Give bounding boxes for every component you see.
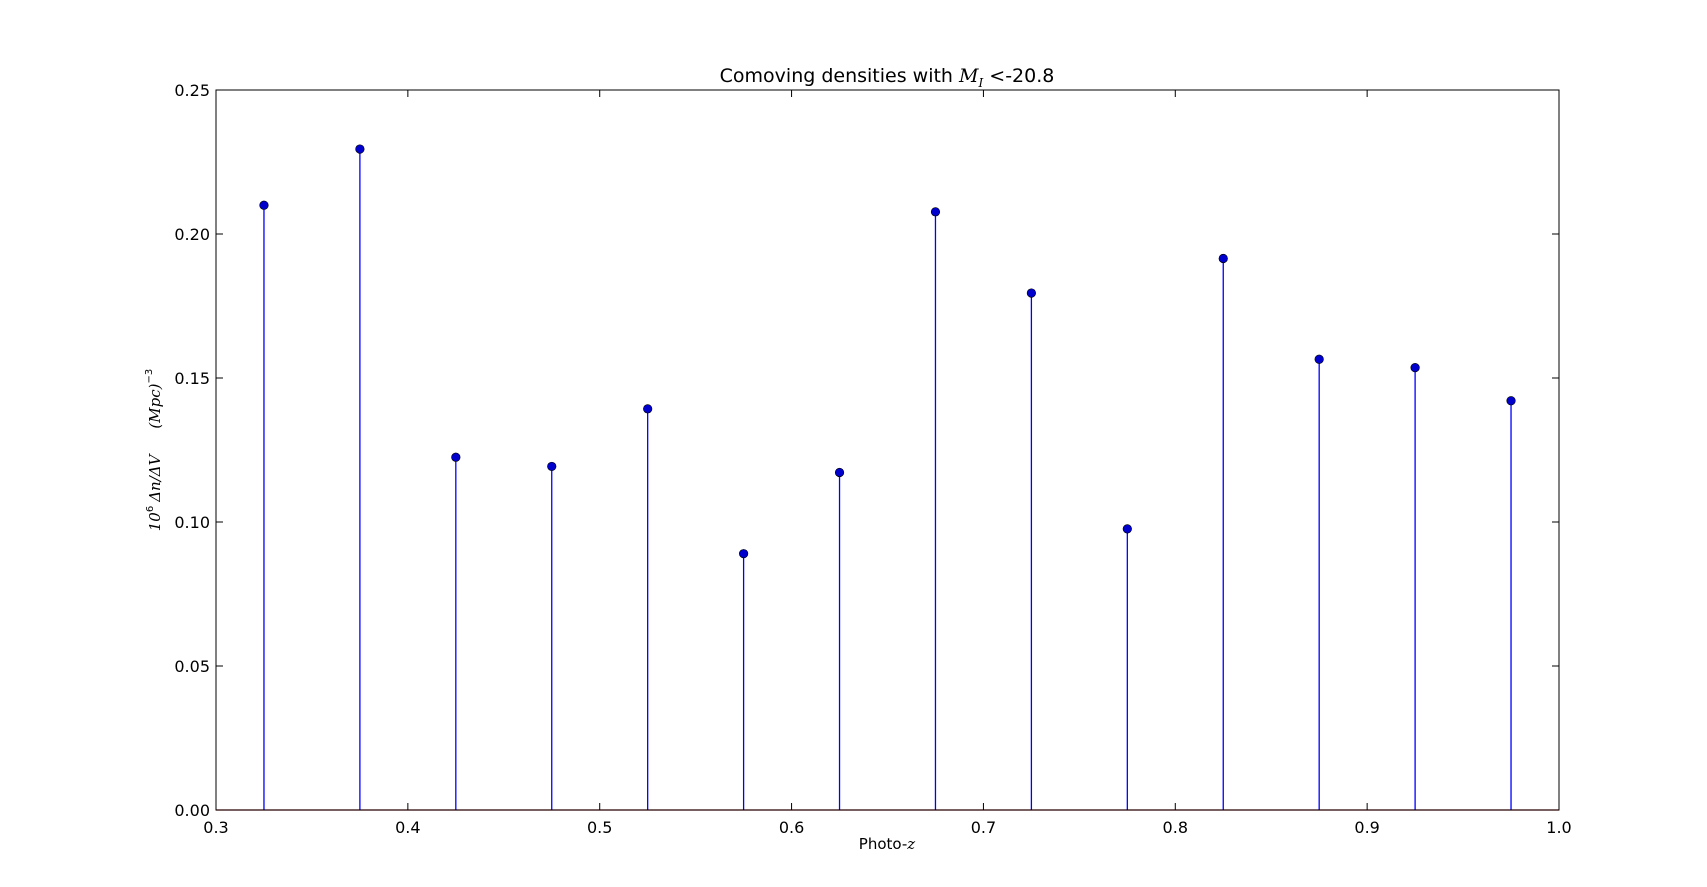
markers-layer (259, 144, 1516, 559)
x-axis-label: Photo-z (859, 835, 915, 853)
stem-marker (547, 461, 557, 472)
stem-marker (1314, 354, 1324, 364)
plot-area (215, 89, 1560, 811)
ticks-layer (215, 89, 1560, 811)
x-tick-label: 0.6 (779, 818, 804, 837)
stem-marker (259, 200, 269, 210)
y-tick-label: 0.00 (174, 801, 210, 820)
x-tick-label: 0.3 (203, 818, 228, 837)
x-tick-labels: 0.3 0.4 0.5 0.6 0.7 0.8 0.9 1.0 (203, 818, 1571, 837)
stem-marker (355, 144, 365, 154)
stem-marker (1026, 288, 1036, 298)
x-tick-label: 0.7 (971, 818, 996, 837)
plot-frame (215, 89, 1560, 811)
stem-marker (739, 549, 749, 559)
y-tick-label: 0.20 (174, 225, 210, 244)
x-tick-label: 1.0 (1546, 818, 1571, 837)
stem-marker (1122, 524, 1132, 534)
x-tick-label: 0.9 (1354, 818, 1379, 837)
y-tick-label: 0.25 (174, 81, 210, 100)
y-tick-label: 0.15 (174, 369, 210, 388)
x-tick-label: 0.8 (1163, 818, 1188, 837)
stem-marker (834, 467, 845, 478)
stem-marker (1218, 253, 1228, 264)
stem-marker (930, 207, 941, 217)
stem-marker (1506, 396, 1516, 406)
y-tick-label: 0.05 (174, 657, 210, 676)
chart-title: Comoving densities with MI <-20.8 (720, 65, 1055, 90)
stem-marker (643, 404, 653, 414)
y-axis-label: 106Δn/ΔV(Mpc)−3 (144, 369, 164, 532)
y-tick-labels: 0.00 0.05 0.10 0.15 0.20 0.25 (174, 81, 210, 820)
stems-layer (263, 149, 1512, 810)
stem-marker (1410, 363, 1420, 373)
x-tick-label: 0.5 (587, 818, 612, 837)
stem-marker (451, 452, 461, 462)
y-tick-label: 0.10 (174, 513, 210, 532)
x-tick-label: 0.4 (395, 818, 420, 837)
